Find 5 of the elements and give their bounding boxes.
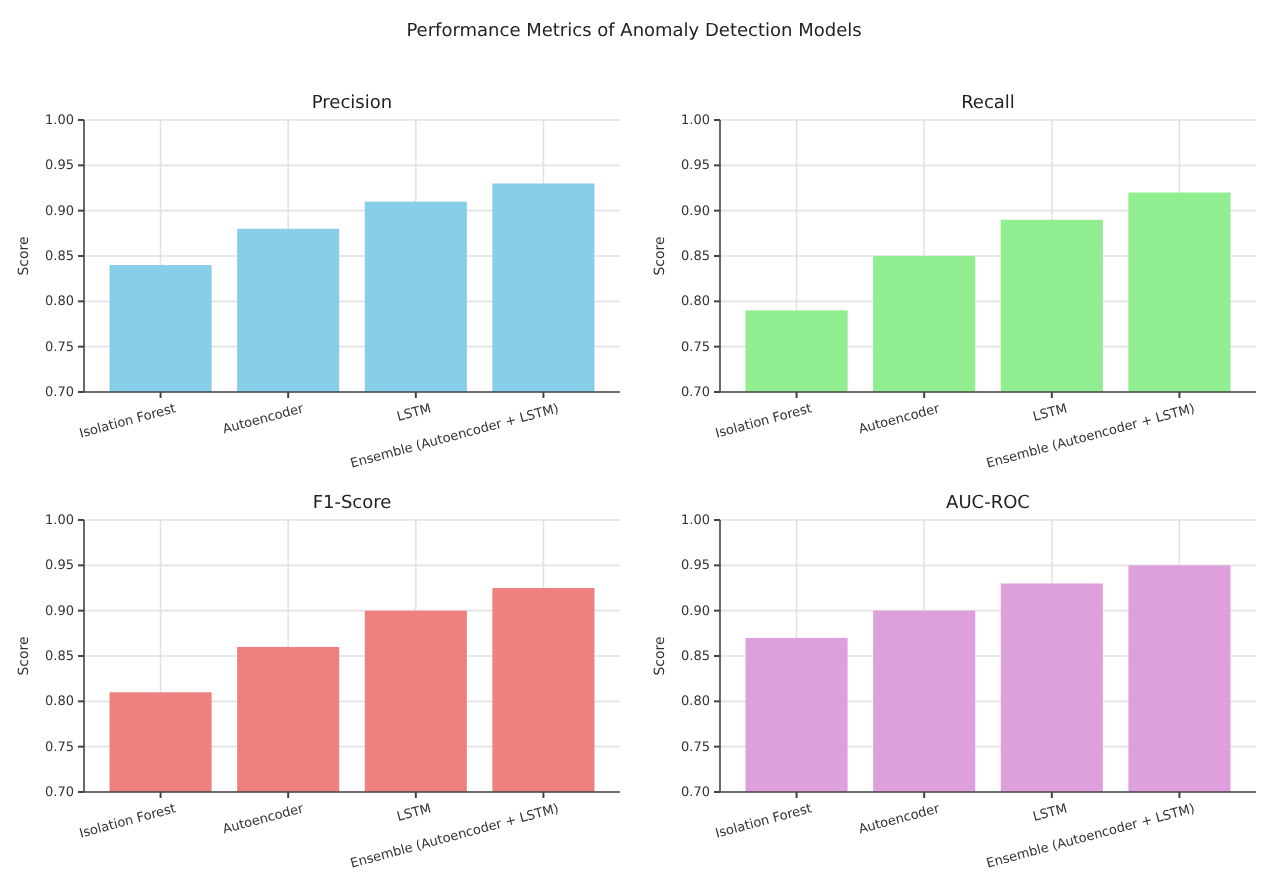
chart-title: Precision bbox=[311, 94, 393, 114]
chart-title: F1-Score bbox=[312, 494, 393, 514]
text: Performance Metrics of Anomaly Detection Models bbox=[406, 22, 863, 42]
chart-title: AUC-ROC bbox=[946, 494, 1030, 514]
chart-title: Recall bbox=[961, 94, 1015, 114]
